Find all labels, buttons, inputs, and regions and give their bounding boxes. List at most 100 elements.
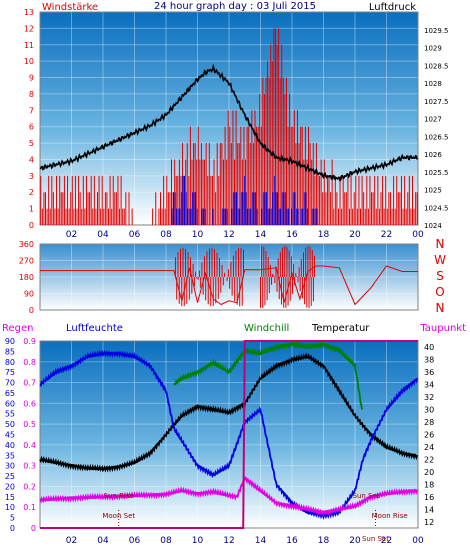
temperature-tick-label: 38	[424, 356, 434, 365]
compass-label: N	[436, 237, 445, 251]
temperature-tick-label: 34	[424, 381, 434, 390]
series-windchill	[173, 340, 363, 410]
sun-moon-annotation: Sun Set	[362, 535, 389, 543]
wind-tick-label: 8	[29, 90, 34, 99]
wind-tick-label: 1	[29, 205, 34, 214]
humidity-tick-label: 0	[31, 524, 36, 533]
wind-tick-label: 6	[29, 123, 34, 132]
regen-tick-label: 90	[5, 337, 15, 346]
direction-tick-label: 180	[19, 273, 34, 282]
humidity-tick-label: 0.9	[23, 337, 36, 346]
series-regen	[40, 340, 418, 529]
pressure-tick-label: 1028.5	[424, 62, 449, 70]
direction-tick-label: 360	[19, 240, 34, 249]
temperature-tick-label: 22	[424, 455, 434, 464]
temperature-tick-label: 30	[424, 406, 434, 415]
hour-tick-label-bottom: 00	[412, 536, 424, 546]
hour-tick-label-top: 00	[412, 230, 424, 240]
wind-tick-label: 10	[24, 57, 34, 66]
temperature-tick-label: 24	[424, 443, 434, 452]
hour-tick-label-bottom: 12	[223, 536, 234, 546]
direction-tick-label: 0	[29, 306, 34, 315]
hour-tick-label-bottom: 20	[349, 536, 361, 546]
hour-tick-label-bottom: 04	[97, 536, 109, 546]
hour-tick-label-bottom: 10	[192, 536, 204, 546]
pressure-tick-label: 1025.5	[424, 169, 449, 177]
wind-tick-label: 4	[29, 155, 34, 164]
pressure-tick-label: 1024	[424, 222, 442, 230]
series-taupunkt	[39, 475, 419, 517]
regen-tick-label: 0	[10, 524, 15, 533]
temperature-title: Temperatur	[311, 323, 370, 334]
regen-tick-label: 55	[5, 410, 15, 419]
pressure-tick-label: 1028	[424, 80, 442, 88]
humidity-tick-label: 0.2	[23, 482, 36, 491]
humidity-tick-label: 0.3	[23, 462, 36, 471]
series-temperatur	[39, 352, 419, 473]
wind-tick-label: 13	[24, 8, 34, 17]
hour-tick-label-top: 14	[255, 230, 267, 240]
sun-moon-annotation: Moon Rise	[372, 512, 408, 520]
humidity-tick-label: 0.6	[23, 399, 36, 408]
humidity-tick-label: 0.7	[23, 379, 36, 388]
panel-frame	[39, 243, 419, 311]
humidity-tick-label: 0.1	[23, 503, 36, 512]
regen-tick-label: 40	[5, 441, 15, 450]
hour-tick-label-top: 06	[129, 230, 141, 240]
pressure-tick-label: 1025	[424, 187, 442, 195]
regen-tick-label: 30	[5, 462, 15, 471]
regen-tick-label: 60	[5, 399, 15, 408]
wind-tick-label: 12	[24, 24, 34, 33]
wind-tick-label: 9	[29, 74, 34, 83]
regen-tick-label: 45	[5, 431, 15, 440]
regen-tick-label: 80	[5, 358, 15, 367]
direction-tick-label: 90	[24, 290, 34, 299]
hour-tick-label-bottom: 08	[160, 536, 172, 546]
pressure-tick-label: 1026.5	[424, 133, 449, 141]
pressure-tick-label: 1027	[424, 116, 442, 124]
temperature-tick-label: 14	[424, 505, 434, 514]
temperature-tick-label: 18	[424, 480, 434, 489]
pressure-tick-label: 1029.5	[424, 27, 449, 35]
temperature-tick-label: 26	[424, 431, 434, 440]
sun-moon-annotation: Sun Rise	[104, 492, 134, 500]
regen-tick-label: 15	[5, 493, 15, 502]
temperature-tick-label: 28	[424, 418, 434, 427]
temperature-tick-label: 20	[424, 468, 434, 477]
wind-tick-label: 2	[29, 188, 34, 197]
wind-tick-label: 5	[29, 139, 34, 148]
hour-tick-label-top: 02	[66, 230, 77, 240]
hour-tick-label-top: 12	[223, 230, 234, 240]
wind-tick-label: 7	[29, 106, 34, 115]
wind-tick-label: 0	[29, 221, 34, 230]
pressure-tick-label: 1024.5	[424, 204, 449, 212]
temperature-tick-label: 12	[424, 518, 434, 527]
regen-tick-label: 35	[5, 451, 15, 460]
regen-tick-label: 10	[5, 503, 15, 512]
regen-tick-label: 25	[5, 472, 15, 481]
temperature-tick-label: 32	[424, 393, 434, 402]
compass-label: N	[436, 301, 445, 315]
chart-title: 24 hour graph day : 03 Juli 2015	[154, 1, 316, 12]
wind-tick-label: 11	[24, 41, 34, 50]
panel-wind-direction	[40, 244, 418, 310]
compass-label: S	[436, 269, 444, 283]
pressure-line	[39, 63, 418, 182]
regen-tick-label: 75	[5, 368, 15, 377]
hour-tick-label-top: 04	[97, 230, 109, 240]
regen-tick-label: 20	[5, 482, 15, 491]
regen-tick-label: 70	[5, 379, 15, 388]
temperature-tick-label: 36	[424, 368, 434, 377]
regen-axis-title: Regen	[2, 323, 34, 334]
wind-tick-label: 3	[29, 172, 34, 181]
sun-moon-annotation: Sun Set	[353, 492, 380, 500]
hour-tick-label-bottom: 18	[318, 536, 330, 546]
hour-tick-label-top: 18	[318, 230, 330, 240]
temperature-tick-label: 40	[424, 343, 434, 352]
panel-wind-pressure	[40, 12, 418, 225]
hour-tick-label-bottom: 02	[66, 536, 77, 546]
compass-label: O	[435, 285, 444, 299]
hour-tick-label-top: 10	[192, 230, 204, 240]
